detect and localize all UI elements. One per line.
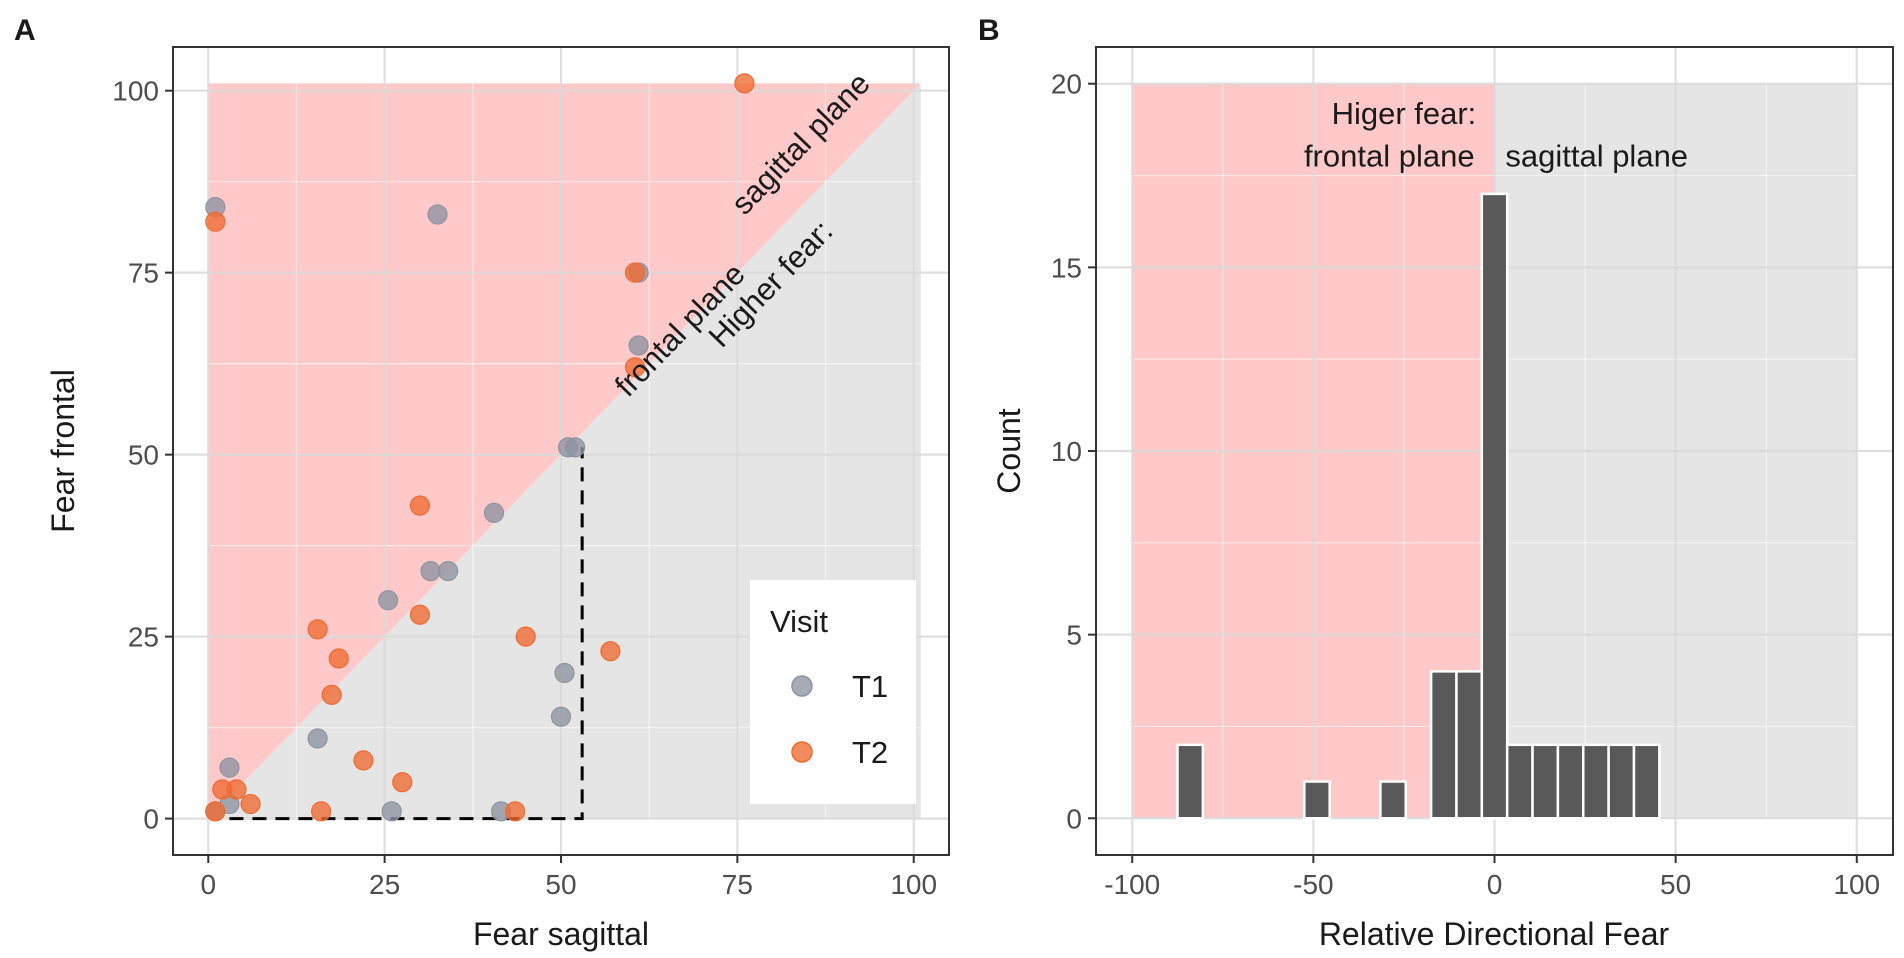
point-t1 <box>550 706 572 727</box>
histogram-bar <box>1582 743 1610 820</box>
point-t2 <box>205 211 226 232</box>
point-t1 <box>381 801 402 822</box>
point-t1 <box>554 662 575 684</box>
point-t2 <box>311 801 332 822</box>
point-t2 <box>409 495 431 516</box>
panel-b-histogram: B Higer fear: frontal plane sagittal pla… <box>978 14 1894 952</box>
panel-b-annotation-line-2: frontal plane <box>1304 138 1475 173</box>
y-tick-label: 0 <box>143 804 159 835</box>
panel-b-annotation-line-1: Higer fear: <box>1332 96 1477 131</box>
point-t2 <box>624 357 646 378</box>
histogram-bar <box>1455 670 1484 820</box>
point-t1 <box>628 335 649 356</box>
histogram-bar <box>1379 780 1407 820</box>
panel-a-points <box>205 73 755 822</box>
histogram-bar <box>1607 743 1636 820</box>
histogram-bar <box>1531 743 1560 820</box>
y-tick-label: 15 <box>1051 252 1082 283</box>
region-frontal <box>208 83 921 819</box>
panel-b-annotation-line-3: sagittal plane <box>1505 138 1688 173</box>
x-tick-label: 50 <box>1660 869 1691 900</box>
x-tick-label: 50 <box>545 869 576 900</box>
panel-b-letter: B <box>978 14 1000 47</box>
panel-a-x-axis-title: Fear sagittal <box>473 916 649 952</box>
y-tick-label: 10 <box>1051 436 1082 467</box>
point-t1 <box>219 757 240 778</box>
x-tick-label: -50 <box>1293 869 1333 900</box>
point-t2 <box>205 801 226 822</box>
point-t2 <box>226 779 247 800</box>
x-tick-label: -100 <box>1104 869 1160 900</box>
point-t2 <box>409 604 431 625</box>
panel-b-ticks: -100 -50 0 50 100 0 5 10 15 20 <box>1051 69 1880 900</box>
legend-label-t1: T1 <box>852 669 888 704</box>
panel-b-x-axis-title: Relative Directional Fear <box>1319 916 1670 952</box>
point-t1 <box>307 728 328 749</box>
point-t1 <box>420 561 441 582</box>
legend-title: Visit <box>770 604 828 639</box>
point-t2 <box>515 626 536 647</box>
point-t2 <box>734 73 755 94</box>
histogram-bar <box>1480 192 1509 820</box>
panel-a-letter: A <box>14 14 36 47</box>
x-tick-label: 0 <box>1487 869 1503 900</box>
panel-a-dashed-triangle <box>229 447 584 821</box>
histogram-bar <box>1505 743 1534 820</box>
point-t1 <box>483 502 505 523</box>
panel-b-y-axis-title: Count <box>991 408 1027 494</box>
histogram-bar <box>1556 743 1585 820</box>
panel-a-scatter: A Higher fear: frontal plane sagittal pl… <box>14 14 950 952</box>
point-t2 <box>328 648 349 669</box>
point-t1 <box>427 204 448 225</box>
point-t2 <box>307 619 328 640</box>
x-tick-label: 25 <box>369 869 400 900</box>
histogram-bar <box>1176 743 1205 820</box>
y-tick-label: 25 <box>128 622 159 653</box>
y-tick-label: 20 <box>1051 69 1082 100</box>
y-tick-label: 100 <box>112 76 159 107</box>
point-t2 <box>321 684 342 705</box>
point-t2 <box>600 641 621 662</box>
legend-key-t1 <box>791 675 813 697</box>
point-t1 <box>565 437 586 458</box>
x-tick-label: 100 <box>1833 869 1880 900</box>
y-tick-label: 75 <box>128 258 159 289</box>
x-tick-label: 100 <box>890 869 937 900</box>
legend-box <box>750 580 916 804</box>
panel-b-bars <box>1176 192 1661 820</box>
x-tick-label: 0 <box>200 869 216 900</box>
histogram-bar <box>1303 780 1331 820</box>
point-t1 <box>438 561 459 582</box>
panel-a-y-axis-title: Fear frontal <box>45 369 81 533</box>
point-t2 <box>624 262 646 283</box>
panel-a-legend: Visit T1 T2 <box>750 580 916 804</box>
point-t2 <box>353 750 374 771</box>
point-t2 <box>392 772 413 793</box>
point-t2 <box>505 801 526 822</box>
x-tick-label: 75 <box>722 869 753 900</box>
legend-key-t2 <box>791 741 813 763</box>
y-tick-label: 50 <box>128 440 159 471</box>
histogram-bar <box>1632 743 1661 820</box>
histogram-bar <box>1429 670 1458 820</box>
legend-label-t2: T2 <box>852 735 888 770</box>
y-tick-label: 5 <box>1066 620 1082 651</box>
y-tick-label: 0 <box>1066 803 1082 834</box>
point-t2 <box>240 793 261 815</box>
panel-a-ticks: 0 25 50 75 100 0 25 50 75 100 <box>112 76 937 900</box>
point-t1 <box>378 590 399 611</box>
